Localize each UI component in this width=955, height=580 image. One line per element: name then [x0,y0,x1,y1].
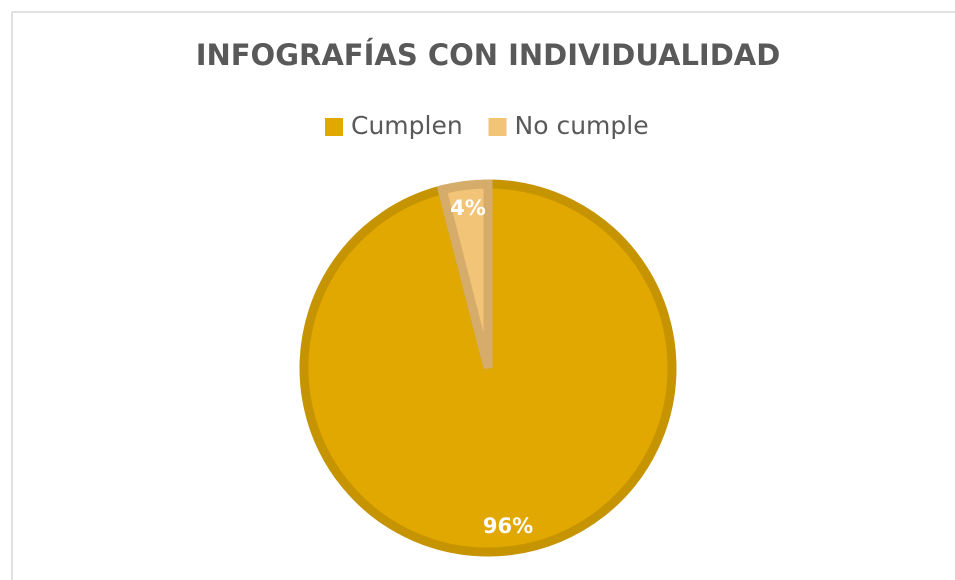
legend-label: No cumple [515,111,649,140]
legend-label: Cumplen [351,111,463,140]
chart-title: INFOGRAFÍAS CON INDIVIDUALIDAD [196,38,781,72]
data-label: 96% [483,514,533,538]
data-label: 4% [450,196,486,220]
pie-slice [436,179,493,370]
legend-swatch [488,118,507,136]
legend-swatch [325,118,343,136]
